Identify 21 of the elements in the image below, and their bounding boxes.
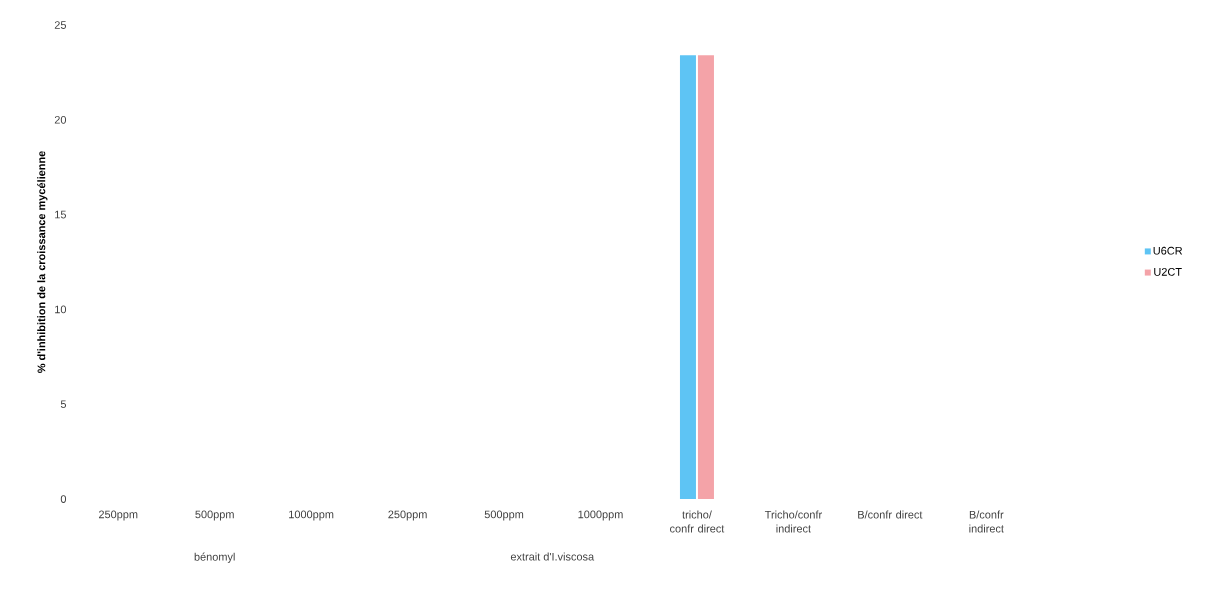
x-tick-label: B/confr direct: [858, 510, 923, 519]
x-tick-label: 1000ppm: [289, 510, 334, 521]
x-tick-label: 500ppm: [484, 510, 524, 521]
y-tick-label: 10: [55, 305, 67, 314]
y-tick-label: 15: [55, 210, 67, 219]
legend-label: U6CR: [1153, 246, 1183, 255]
x-tick-label: B/confr indirect: [969, 510, 1004, 533]
x-tick-label: tricho/ confr direct: [670, 510, 725, 533]
x-tick-label: 250ppm: [98, 510, 138, 521]
x-tick-label: 250ppm: [388, 510, 427, 521]
y-tick-label: 20: [54, 115, 67, 124]
text: extrait d'I.viscosa: [510, 552, 595, 561]
y-tick-label: 5: [60, 400, 67, 409]
y-tick-label: 25: [54, 21, 67, 29]
legend-label: U2CT: [1154, 268, 1182, 276]
x-tick-label: Tricho/confr indirect: [764, 510, 822, 533]
x-tick-label: 1000ppm: [578, 510, 623, 521]
x-tick-label: 500ppm: [195, 510, 234, 521]
y-tick-label: 0: [60, 495, 67, 503]
text: bénomyl: [194, 552, 235, 563]
y-axis-title: % d'inhibition de la croissance mycélienne: [37, 151, 48, 373]
